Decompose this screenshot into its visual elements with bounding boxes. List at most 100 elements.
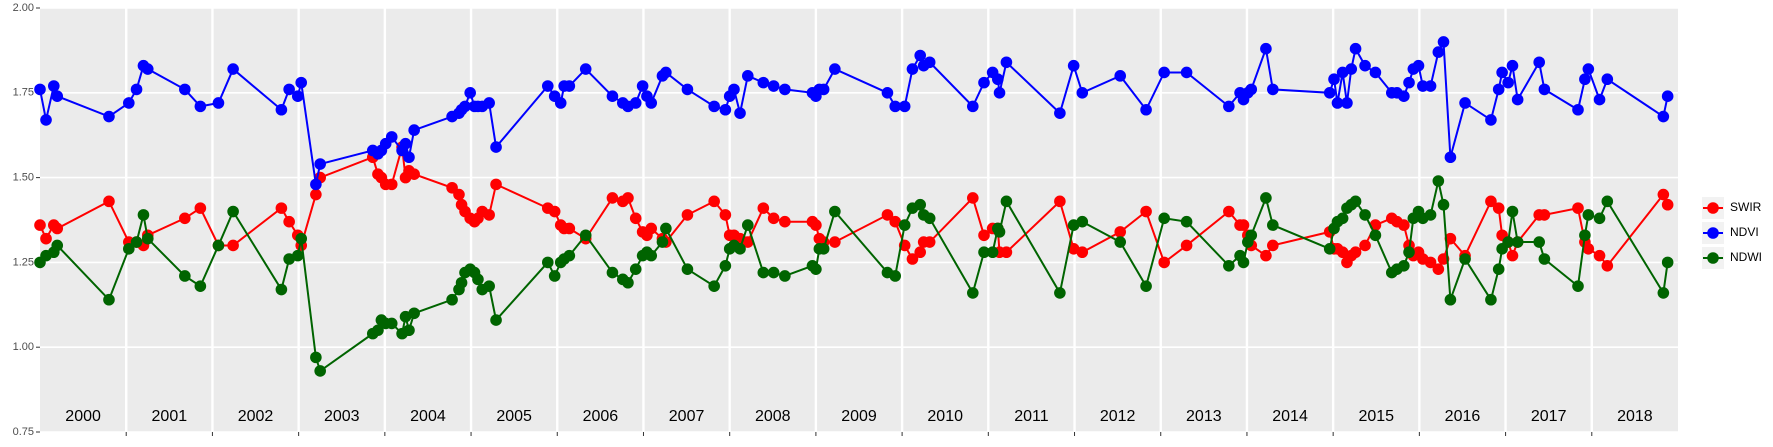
data-point <box>606 192 619 204</box>
data-point <box>283 83 295 96</box>
data-point <box>881 87 894 99</box>
data-point <box>1076 246 1089 259</box>
year-label: 2004 <box>410 408 446 425</box>
data-point <box>966 192 979 204</box>
year-label: 2016 <box>1445 408 1481 425</box>
year-label: 2017 <box>1531 408 1567 425</box>
data-point <box>548 270 561 282</box>
data-point <box>122 243 135 255</box>
year-label: 2011 <box>1014 408 1049 425</box>
data-point <box>660 222 672 235</box>
data-point <box>986 246 999 259</box>
data-point <box>1067 59 1080 72</box>
data-point <box>1341 97 1353 109</box>
data-point <box>1245 229 1258 242</box>
year-label: 2005 <box>496 408 532 425</box>
data-point <box>741 219 754 231</box>
year-label: 2010 <box>927 408 963 425</box>
data-point <box>310 178 322 191</box>
y-tick-label: 1.00 <box>13 341 34 353</box>
data-point <box>991 73 1004 86</box>
data-point <box>1661 198 1674 211</box>
data-point <box>1076 87 1089 99</box>
data-point <box>141 63 154 75</box>
data-point <box>403 324 415 337</box>
year-label: 2001 <box>152 408 188 425</box>
data-point <box>734 243 746 255</box>
data-point <box>1403 76 1415 89</box>
data-point <box>734 107 746 119</box>
data-point <box>579 63 592 75</box>
data-point <box>212 97 225 109</box>
data-point <box>889 270 902 282</box>
data-point <box>1485 293 1497 306</box>
data-point <box>978 76 990 89</box>
data-point <box>483 209 495 221</box>
year-label: 2007 <box>669 408 705 425</box>
data-point <box>1437 36 1450 48</box>
data-point <box>1601 259 1614 272</box>
data-point <box>656 236 669 248</box>
data-point <box>1538 209 1551 221</box>
data-point <box>1579 229 1591 242</box>
data-point <box>1054 195 1066 208</box>
data-point <box>1267 219 1279 231</box>
data-point <box>1538 253 1551 265</box>
data-point <box>889 100 902 113</box>
data-point <box>408 124 420 136</box>
data-point <box>1657 287 1670 299</box>
data-point <box>1601 73 1614 86</box>
data-point <box>1579 73 1591 86</box>
data-point <box>314 365 326 377</box>
data-point <box>1661 256 1674 269</box>
year-label: 2003 <box>324 408 360 425</box>
data-point <box>103 110 115 123</box>
data-point <box>275 202 288 214</box>
data-point <box>548 205 561 218</box>
data-point <box>1657 110 1670 123</box>
data-point <box>122 97 135 109</box>
data-point <box>1485 114 1497 126</box>
data-point <box>399 137 412 150</box>
data-point <box>40 114 52 126</box>
data-point <box>660 66 672 79</box>
data-point <box>1140 103 1152 116</box>
data-point <box>978 229 990 242</box>
data-point <box>103 293 115 306</box>
data-point <box>1369 66 1382 79</box>
data-point <box>1506 205 1519 218</box>
data-point <box>541 80 554 92</box>
data-point <box>490 178 502 191</box>
data-point <box>34 219 46 231</box>
data-point <box>1538 83 1551 96</box>
legend-label: SWIR <box>1730 200 1762 214</box>
data-point <box>34 83 46 96</box>
data-point <box>1506 59 1519 72</box>
data-point <box>719 259 732 272</box>
y-tick-label: 1.25 <box>13 256 34 268</box>
data-point <box>1237 219 1250 231</box>
data-point <box>1432 46 1445 58</box>
data-point <box>1511 93 1524 106</box>
legend-marker <box>1707 202 1719 214</box>
data-point <box>295 232 308 245</box>
data-point <box>817 83 830 96</box>
legend-marker <box>1707 252 1719 264</box>
data-point <box>817 243 830 255</box>
data-point <box>194 100 207 113</box>
data-point <box>408 307 420 320</box>
data-point <box>1260 192 1272 204</box>
year-label: 2000 <box>65 408 101 425</box>
data-point <box>403 151 415 164</box>
year-label: 2013 <box>1186 408 1222 425</box>
data-point <box>1114 236 1127 248</box>
data-point <box>881 209 894 221</box>
data-point <box>681 83 694 96</box>
data-point <box>1492 83 1505 96</box>
data-point <box>645 97 658 109</box>
data-point <box>227 63 239 75</box>
data-point <box>966 287 979 299</box>
data-point <box>629 97 642 109</box>
data-point <box>47 80 60 92</box>
data-point <box>1403 246 1415 259</box>
